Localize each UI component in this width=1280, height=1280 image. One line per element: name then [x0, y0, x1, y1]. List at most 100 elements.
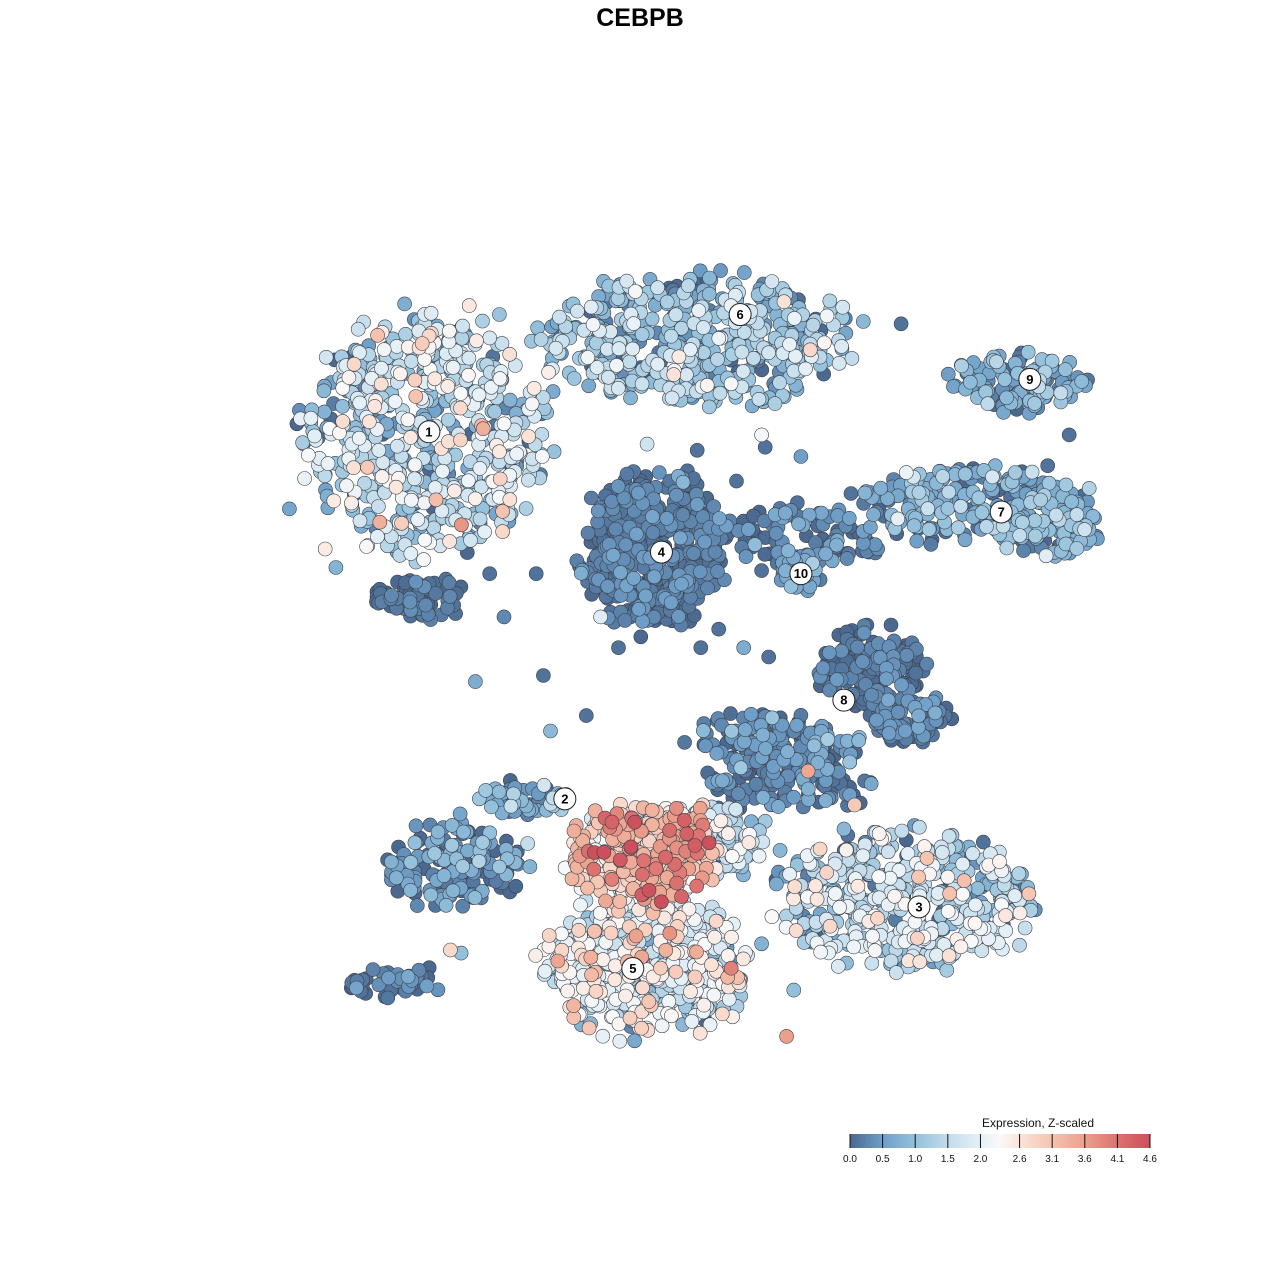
cell-point	[370, 529, 385, 544]
cell-point	[631, 601, 647, 617]
cell-point	[445, 883, 461, 899]
cluster-label-1: 1	[417, 420, 441, 444]
cell-point	[865, 928, 880, 944]
cell-point	[623, 839, 639, 855]
cell-point	[430, 824, 446, 840]
cell-point	[711, 511, 727, 526]
cell-point	[715, 773, 730, 789]
cell-point	[467, 890, 483, 905]
cell-point	[650, 356, 666, 372]
cell-point	[526, 380, 542, 396]
cell-point	[711, 621, 727, 637]
cell-point	[414, 336, 430, 351]
cell-point	[751, 848, 767, 864]
cell-point	[617, 613, 633, 628]
cluster-label-text: 5	[629, 961, 636, 976]
cell-point	[911, 708, 927, 724]
cell-point	[740, 522, 756, 537]
cell-point	[447, 483, 462, 499]
cluster-label-6: 6	[728, 303, 752, 327]
cell-point	[788, 923, 804, 938]
cell-point	[644, 802, 660, 818]
cell-point	[881, 725, 897, 741]
cell-point	[962, 374, 978, 390]
cell-point	[708, 913, 724, 929]
cell-point	[400, 969, 416, 985]
cell-point	[940, 501, 956, 516]
cell-point	[863, 776, 879, 792]
cell-point	[941, 484, 957, 500]
cell-point	[668, 964, 684, 980]
cell-point	[679, 826, 695, 842]
cell-point	[674, 889, 689, 904]
cell-point	[454, 517, 469, 533]
cell-point	[639, 436, 655, 452]
cluster-label-7: 7	[989, 500, 1013, 524]
cell-point	[813, 944, 829, 960]
cell-point	[303, 410, 319, 426]
cell-point	[441, 434, 456, 449]
cell-point	[427, 371, 443, 387]
cell-point	[622, 354, 638, 370]
cell-point	[888, 965, 904, 980]
cell-point	[898, 465, 914, 480]
cell-point	[297, 471, 312, 486]
cell-point	[654, 894, 669, 910]
cell-point	[723, 706, 738, 721]
cell-point	[787, 311, 802, 326]
cell-point	[528, 566, 544, 582]
cell-point	[734, 344, 750, 360]
cell-point	[934, 845, 950, 860]
cell-point	[684, 1014, 700, 1029]
cell-point	[689, 442, 705, 458]
cell-point	[835, 299, 851, 315]
cell-point	[870, 910, 885, 926]
cell-point	[695, 723, 711, 738]
cell-point	[668, 307, 684, 323]
cell-point	[836, 821, 852, 837]
cell-point	[404, 354, 419, 369]
cell-point	[392, 366, 408, 382]
cell-point	[346, 460, 361, 476]
cell-point	[1027, 513, 1043, 528]
cell-point	[604, 871, 620, 887]
cluster-label-4: 4	[649, 540, 673, 564]
cell-point	[478, 783, 494, 798]
colorbar-tick-label: 4.6	[1143, 1154, 1157, 1165]
cell-point	[646, 569, 662, 585]
cell-point	[1064, 494, 1079, 510]
cell-point	[435, 463, 450, 479]
legend-title: Expression, Z-scaled	[982, 1116, 1094, 1130]
cell-point	[566, 823, 582, 839]
cell-point	[1028, 528, 1043, 544]
colorbar-tick-label: 2.6	[1013, 1154, 1027, 1165]
cell-point	[764, 274, 780, 289]
cell-point	[601, 369, 616, 385]
cell-point	[834, 643, 849, 659]
cell-point	[583, 949, 599, 965]
cell-point	[619, 466, 635, 482]
cluster-label-text: 1	[425, 424, 432, 439]
cell-point	[724, 929, 739, 945]
cell-point	[894, 823, 910, 839]
cell-point	[940, 366, 956, 382]
cell-point	[683, 984, 698, 999]
cell-point	[1074, 374, 1089, 389]
cell-point	[365, 962, 381, 977]
cell-point	[380, 990, 396, 1006]
cell-point	[733, 760, 749, 776]
cell-point	[883, 617, 899, 633]
cell-point	[699, 377, 715, 393]
cell-point	[571, 922, 587, 938]
cell-point	[680, 278, 696, 294]
cell-point	[475, 313, 490, 329]
cell-point	[755, 790, 771, 805]
cell-point	[543, 723, 558, 739]
cell-point	[829, 672, 845, 687]
cell-point	[613, 565, 628, 580]
cell-point	[651, 465, 667, 480]
cluster-label-text: 8	[840, 693, 847, 708]
cluster-label-2: 2	[553, 787, 577, 811]
cell-point	[696, 320, 711, 335]
cell-point	[910, 930, 925, 946]
